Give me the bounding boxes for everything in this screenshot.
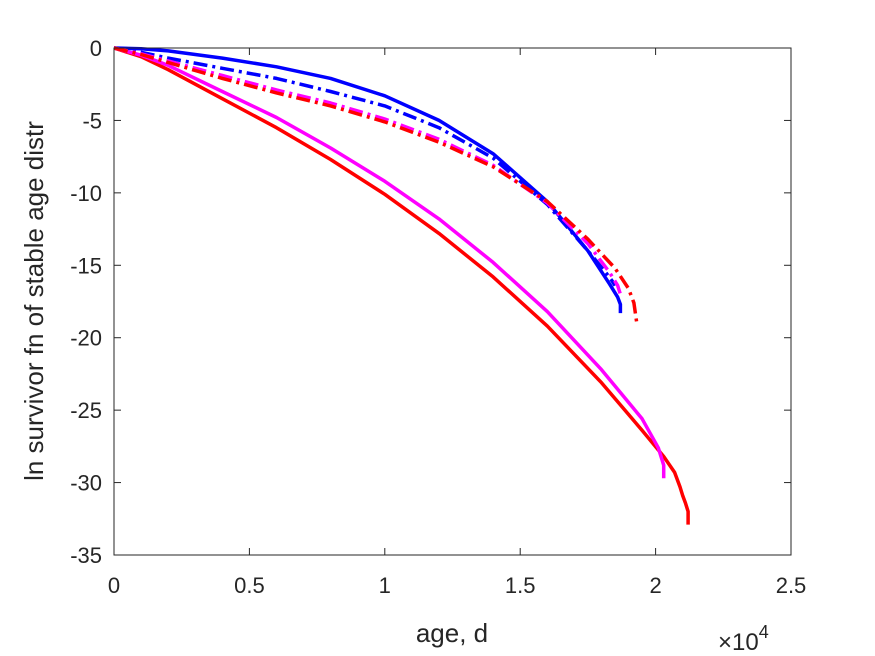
y-tick-label: -35 [70, 543, 102, 568]
series-line-2 [113, 46, 666, 479]
x-tick-label: 0 [108, 573, 120, 598]
series-line-6 [113, 46, 639, 323]
y-tick-label: -10 [70, 181, 102, 206]
y-tick-label: -5 [82, 108, 102, 133]
series-layer [113, 46, 690, 525]
x-tick-label: 2.5 [776, 573, 807, 598]
y-tick-label: 0 [90, 36, 102, 61]
y-tick-label: -30 [70, 471, 102, 496]
x-multiplier-base: ×10 [718, 629, 759, 656]
x-tick-label: 1.5 [505, 573, 536, 598]
x-multiplier-exponent: 4 [759, 622, 769, 642]
x-tick-label: 1 [379, 573, 391, 598]
series-line-4 [113, 46, 617, 287]
axes-box [113, 47, 792, 556]
y-axis-label: ln survivor fn of stable age distr [19, 121, 49, 481]
y-tick-label: -15 [70, 253, 102, 278]
y-tick-label: -20 [70, 326, 102, 351]
x-tick-label: 2 [649, 573, 661, 598]
axes-layer: 0 0.5 1 1.5 2 2.5 0 -5 -10 -15 -20 -25 -30 -35 [70, 36, 806, 598]
series-line-3 [113, 46, 623, 314]
x-multiplier: ×104 [718, 622, 769, 656]
x-axis-label: age, d [416, 618, 488, 648]
y-tick-label: -25 [70, 398, 102, 423]
plot-area [114, 48, 791, 555]
x-tick-label: 0.5 [234, 573, 265, 598]
series-line-1 [113, 46, 690, 525]
